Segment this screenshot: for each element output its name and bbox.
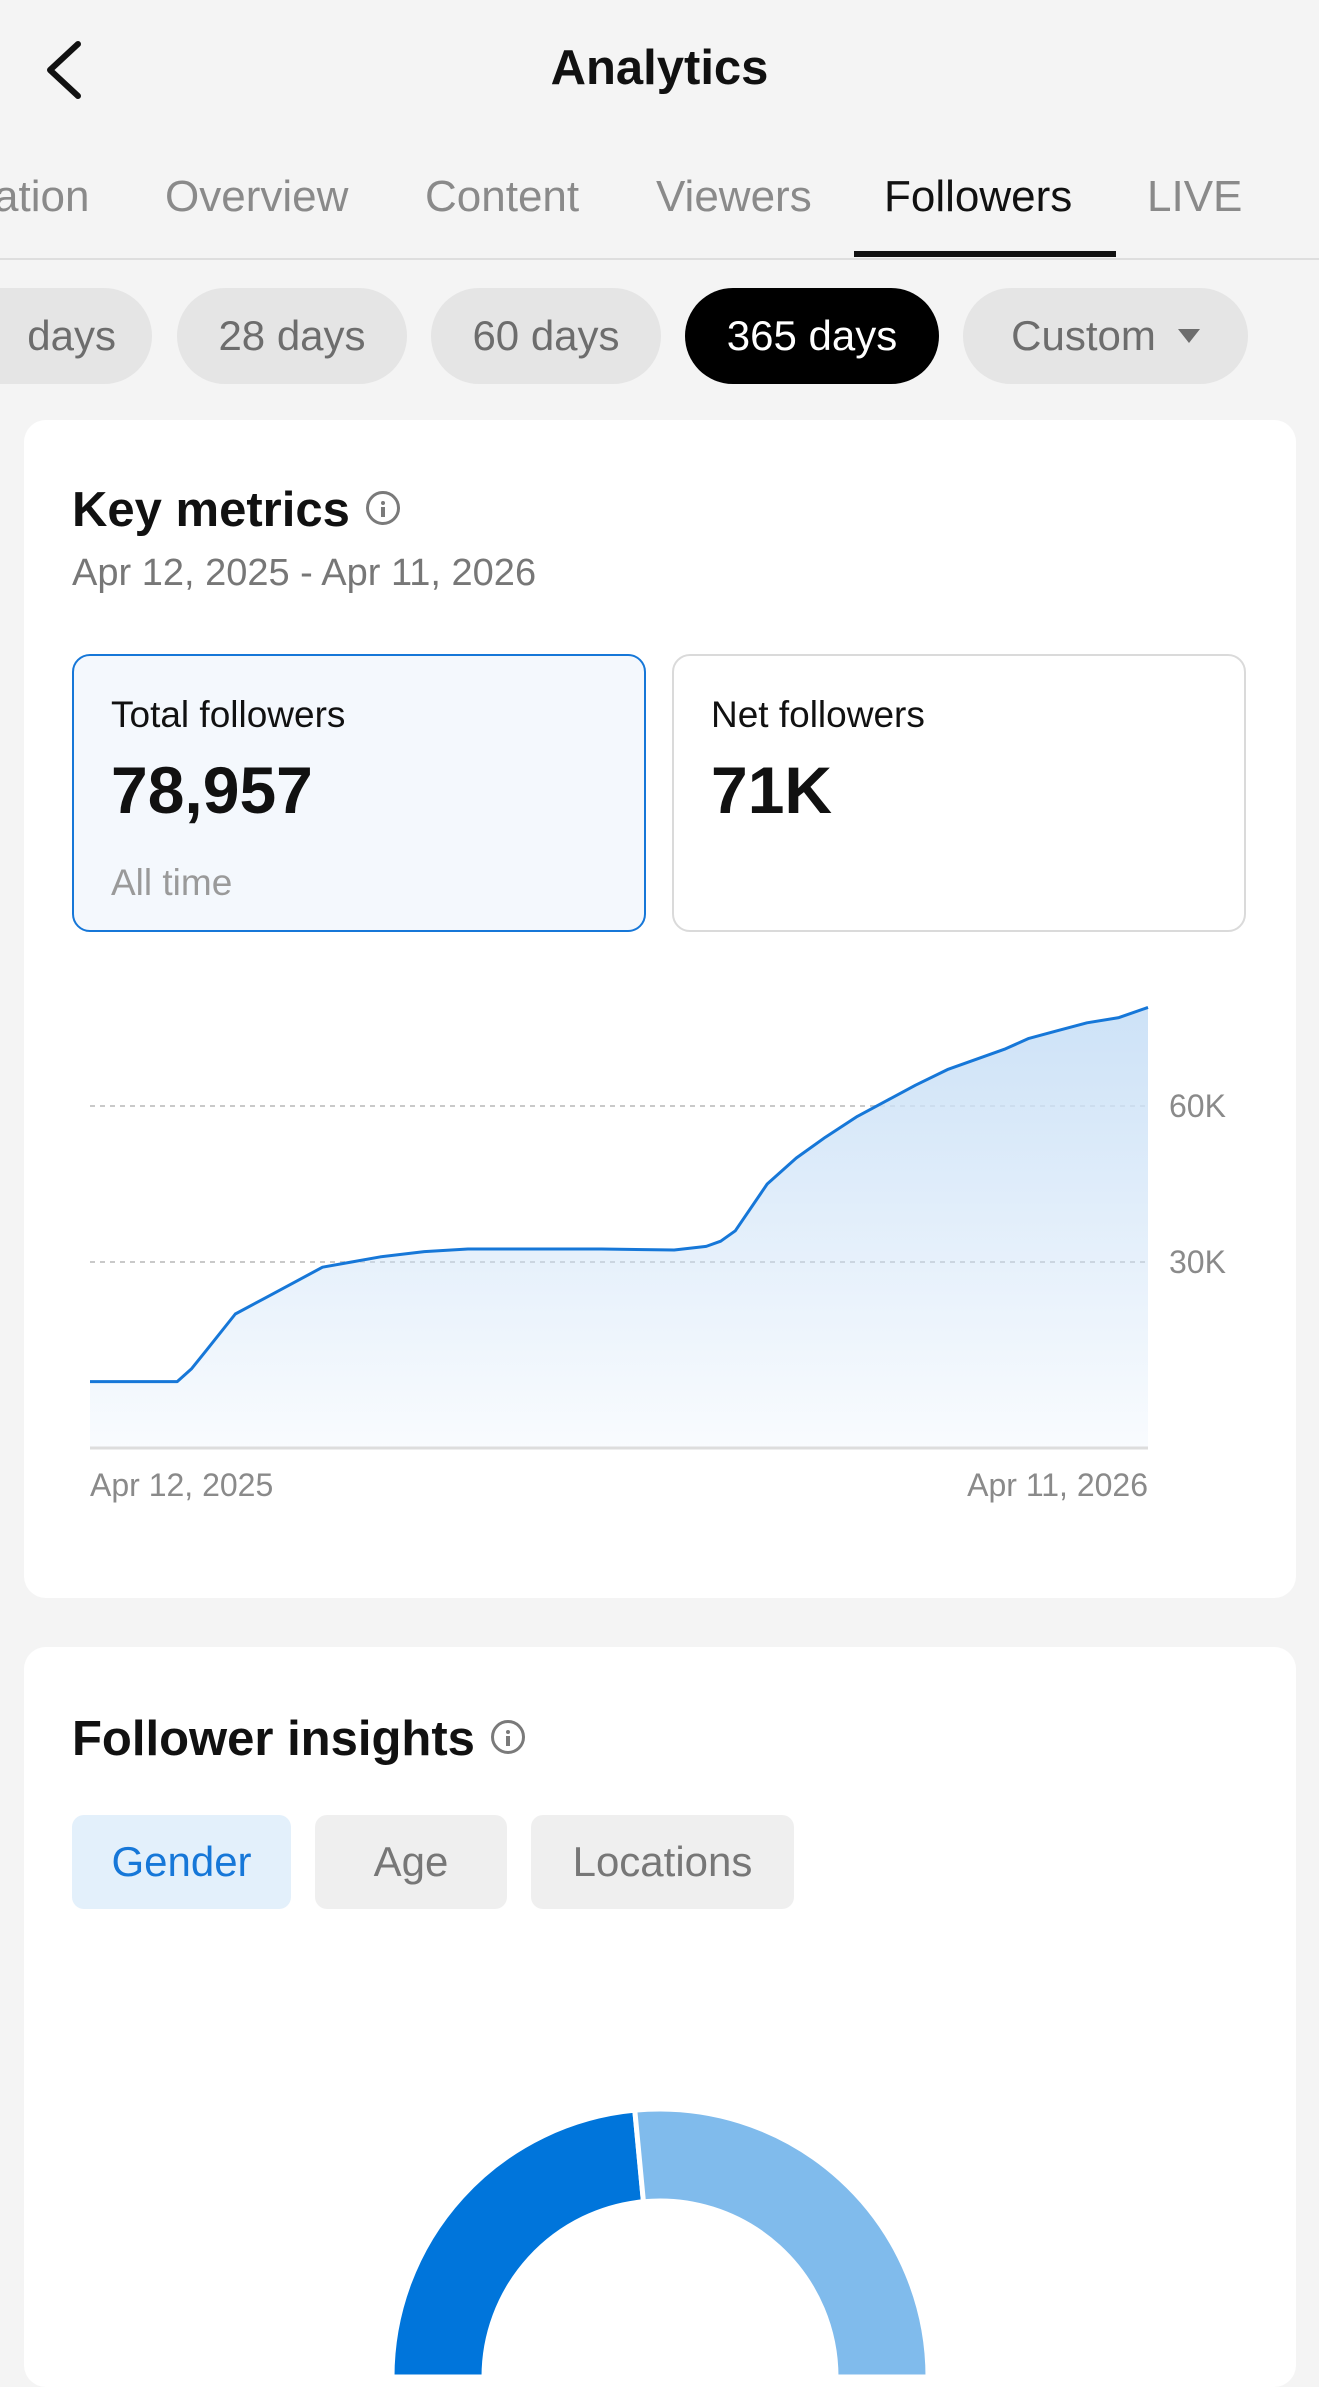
insight-tab-locations[interactable]: Locations bbox=[531, 1815, 794, 1909]
gender-donut-chart bbox=[389, 2106, 931, 2380]
range-chip-label: 28 days bbox=[218, 312, 366, 359]
range-chip-label: Custom bbox=[1011, 312, 1156, 359]
back-arrow-icon[interactable] bbox=[40, 38, 92, 102]
metric-subtext: All time bbox=[111, 862, 233, 903]
metric-value: 71K bbox=[711, 753, 833, 827]
metric-value: 78,957 bbox=[111, 753, 313, 827]
followers-area bbox=[90, 1007, 1148, 1448]
y-tick-label: 60K bbox=[1169, 1088, 1226, 1124]
range-chip-partial[interactable]: days bbox=[0, 288, 152, 384]
range-chip-60-days[interactable]: 60 days bbox=[431, 288, 661, 384]
followers-line bbox=[90, 1005, 1149, 1384]
info-icon[interactable] bbox=[490, 1720, 525, 1755]
analytics-tabs: ation Overview Content Viewers Followers… bbox=[0, 150, 1319, 260]
range-chip-label: 365 days bbox=[726, 312, 898, 359]
tab-viewers[interactable]: Viewers bbox=[656, 172, 812, 221]
follower-insights-card: Follower insights Gender Age Locations bbox=[24, 1647, 1296, 2387]
range-chip-label: days bbox=[27, 312, 116, 359]
info-icon[interactable] bbox=[365, 491, 400, 526]
metric-label: Total followers bbox=[111, 694, 346, 735]
x-end-label: Apr 11, 2026 bbox=[967, 1467, 1148, 1503]
gender-donut-segment bbox=[389, 2107, 647, 2380]
follower-insights-title: Follower insights bbox=[72, 1712, 475, 1766]
date-range-label: Apr 12, 2025 - Apr 11, 2026 bbox=[72, 552, 537, 594]
range-chip-label: 60 days bbox=[472, 312, 620, 359]
tab-overview[interactable]: Overview bbox=[165, 172, 349, 221]
range-chip-28-days[interactable]: 28 days bbox=[177, 288, 407, 384]
range-chip-365-days[interactable]: 365 days bbox=[685, 288, 939, 384]
date-range-chips: days 28 days 60 days 365 days Custom bbox=[0, 288, 1319, 384]
x-start-label: Apr 12, 2025 bbox=[90, 1467, 273, 1503]
tab-partial[interactable]: ation bbox=[0, 172, 90, 221]
tab-live[interactable]: LIVE bbox=[1147, 172, 1243, 221]
range-chip-custom[interactable]: Custom bbox=[963, 288, 1248, 384]
gender-donut-segment bbox=[632, 2106, 931, 2380]
chevron-down-icon bbox=[1177, 328, 1200, 343]
total-followers-card[interactable]: Total followers 78,957 All time bbox=[72, 654, 646, 932]
key-metrics-heading: Key metrics bbox=[72, 482, 400, 538]
app-header: Analytics bbox=[0, 0, 1319, 140]
metric-label: Net followers bbox=[711, 694, 925, 735]
net-followers-card[interactable]: Net followers 71K bbox=[672, 654, 1246, 932]
follower-insights-heading: Follower insights bbox=[72, 1711, 525, 1767]
key-metrics-card: Key metrics Apr 12, 2025 - Apr 11, 2026 … bbox=[24, 420, 1296, 1598]
insight-tab-age[interactable]: Age bbox=[315, 1815, 507, 1909]
y-tick-label: 30K bbox=[1169, 1244, 1226, 1280]
key-metrics-title: Key metrics bbox=[72, 483, 350, 537]
page-title: Analytics bbox=[550, 41, 769, 95]
tab-followers[interactable]: Followers bbox=[884, 172, 1073, 221]
active-tab-indicator bbox=[854, 251, 1116, 257]
tab-content[interactable]: Content bbox=[425, 172, 580, 221]
insight-tab-gender[interactable]: Gender bbox=[72, 1815, 291, 1909]
